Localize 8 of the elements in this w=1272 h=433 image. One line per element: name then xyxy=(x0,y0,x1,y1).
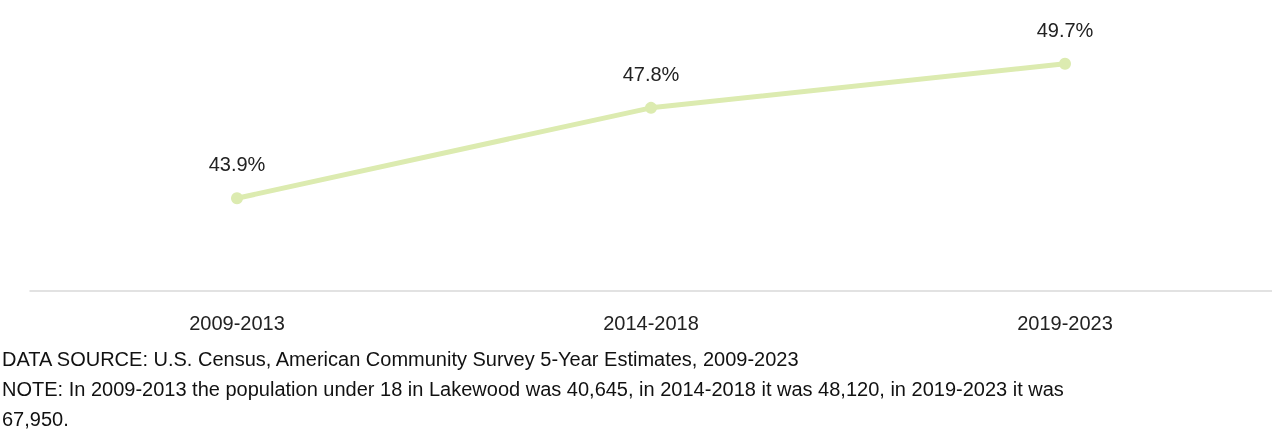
x-tick-label: 2009-2013 xyxy=(189,312,285,334)
data-label: 47.8% xyxy=(622,62,680,85)
x-tick-label: 2014-2018 xyxy=(603,312,699,334)
source-note: DATA SOURCE: U.S. Census, American Community Survey 5-Year Estimates, 2009-2023 xyxy=(2,348,799,370)
text: NOTE: In 2009-2013 the population under 18 in Lakewood was 40,645, in 2014-2018 it was 48,120, in 2019-2023 it was 67,950. xyxy=(2,378,1070,430)
data-label: 49.7% xyxy=(1036,18,1094,41)
x-tick-label: 2019-2023 xyxy=(1017,312,1113,334)
data-label: 43.9% xyxy=(208,153,266,176)
